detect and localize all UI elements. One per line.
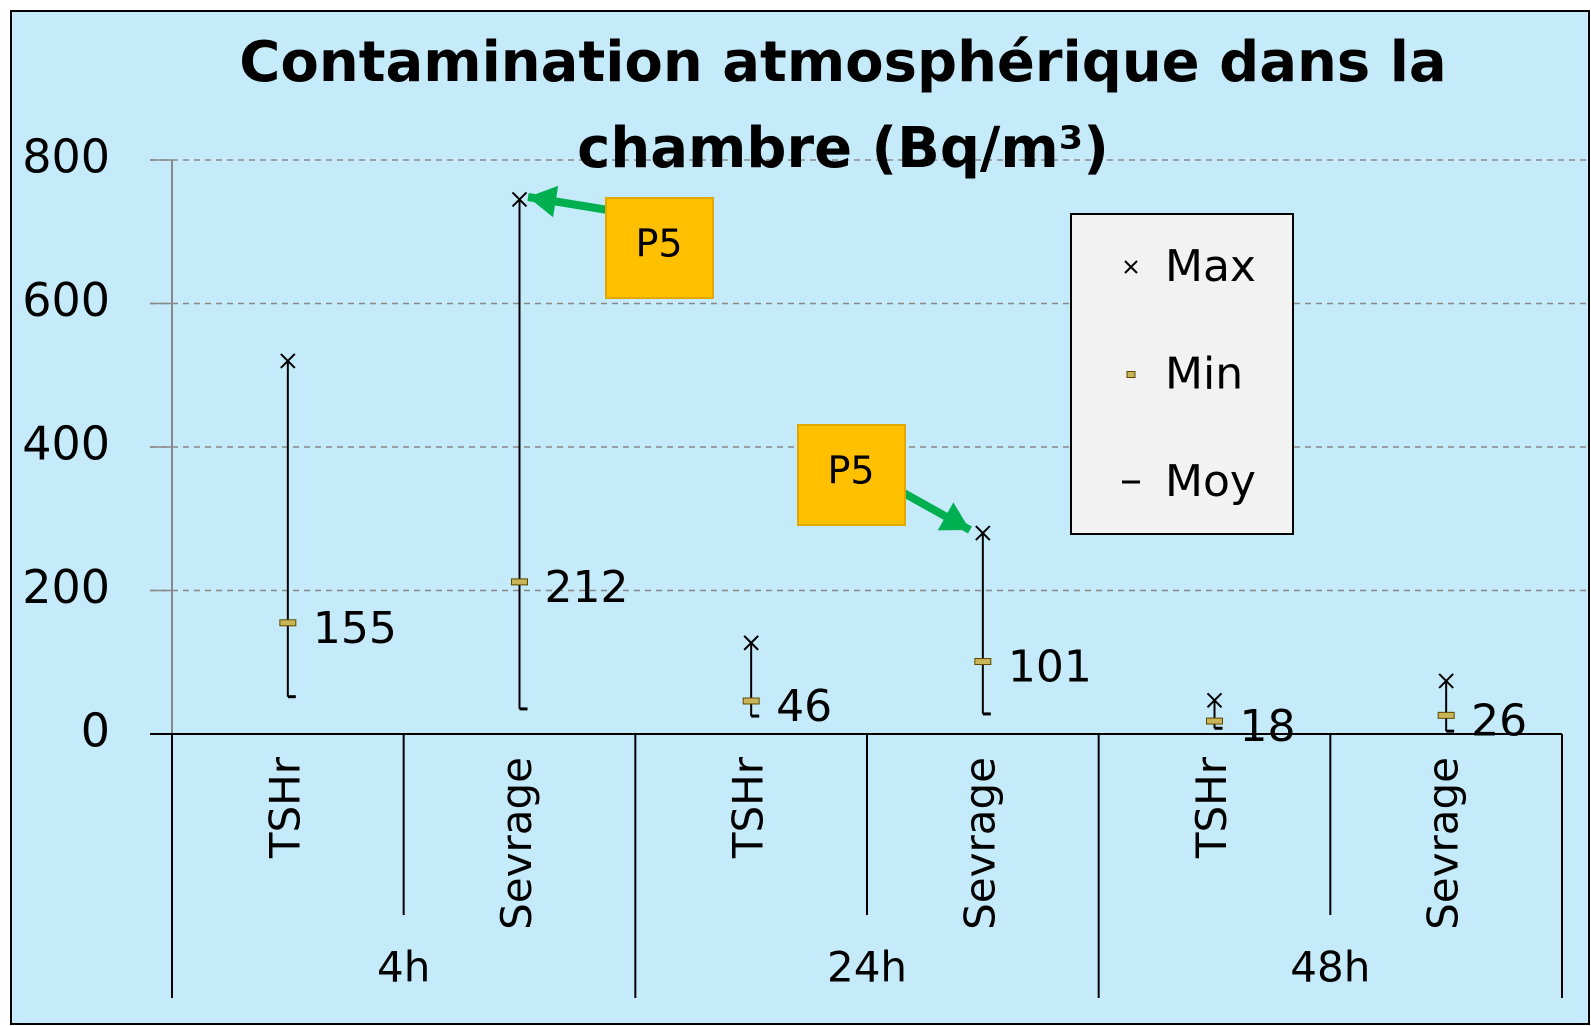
moy-marker [1206, 717, 1223, 725]
callout-arrowhead [528, 185, 559, 218]
group-label: 4h [377, 943, 430, 992]
data-label: 46 [776, 681, 832, 732]
max-marker [975, 525, 991, 541]
y-tick-label: 800 [22, 130, 110, 184]
x-tick-label: TSHr [724, 756, 773, 859]
data-label: 155 [313, 603, 397, 654]
max-marker [743, 635, 759, 651]
max-marker [1206, 692, 1223, 708]
callout-text: P5 [635, 222, 682, 266]
group-label: 24h [827, 943, 907, 992]
max-marker [511, 191, 528, 208]
moy-marker [511, 578, 528, 586]
moy-marker [974, 658, 992, 666]
data-label: 101 [1008, 642, 1092, 693]
x-tick-label: Sevrage [1419, 757, 1468, 930]
x-tick-label: TSHr [1187, 756, 1236, 859]
max-marker [280, 353, 296, 369]
legend-label: Moy [1165, 456, 1256, 507]
group-label: 48h [1290, 943, 1370, 992]
legend-box [1070, 213, 1294, 535]
y-tick-label: 0 [81, 704, 110, 758]
legend-label: Max [1165, 241, 1256, 292]
data-label: 18 [1240, 701, 1296, 752]
y-tick-label: 600 [22, 273, 110, 327]
callout-box [797, 424, 906, 526]
max-marker [1438, 673, 1454, 689]
legend-marker [1124, 260, 1138, 274]
x-tick-label: Sevrage [492, 757, 541, 930]
chart-title: Contamination atmosphérique dans la cham… [239, 30, 1447, 181]
data-label: 212 [545, 562, 629, 613]
callout-arrowhead [937, 502, 970, 531]
moy-marker [1437, 711, 1455, 719]
x-tick-label: Sevrage [955, 757, 1004, 930]
legend-marker [1126, 371, 1136, 378]
x-tick-label: TSHr [260, 756, 309, 859]
y-tick-label: 200 [22, 560, 110, 614]
moy-marker [279, 619, 297, 627]
y-tick-label: 400 [22, 417, 110, 471]
legend-label: Min [1165, 349, 1243, 400]
data-label: 26 [1471, 695, 1527, 746]
callout-box [605, 197, 714, 299]
moy-marker [742, 697, 760, 705]
callout-text: P5 [827, 449, 874, 493]
